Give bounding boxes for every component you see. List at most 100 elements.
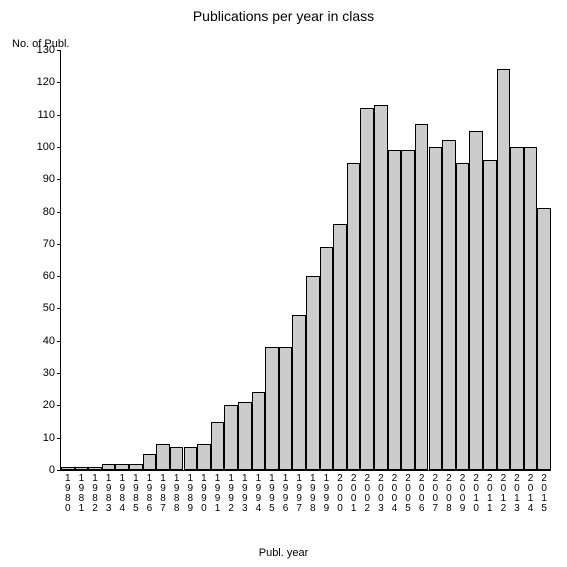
bar	[497, 69, 511, 470]
bar	[292, 315, 306, 470]
y-tick-label: 60	[43, 270, 55, 282]
x-tick-label: 2007	[429, 474, 443, 514]
bar	[197, 444, 211, 470]
bar	[184, 447, 198, 470]
x-tick-label: 1990	[197, 474, 211, 514]
bar	[333, 224, 347, 470]
y-tick-mark	[57, 50, 61, 51]
bar	[401, 150, 415, 470]
x-tick-label: 1988	[170, 474, 184, 514]
bar	[265, 347, 279, 470]
bar	[115, 464, 129, 470]
y-tick-mark	[57, 276, 61, 277]
x-tick-label: 1991	[211, 474, 225, 514]
x-tick-label: 1981	[75, 474, 89, 514]
y-tick-mark	[57, 147, 61, 148]
bar	[75, 467, 89, 470]
x-tick-label: 2014	[524, 474, 538, 514]
x-tick-label: 2004	[388, 474, 402, 514]
bar	[279, 347, 293, 470]
x-tick-label: 2012	[497, 474, 511, 514]
y-tick-label: 10	[43, 432, 55, 444]
bar	[483, 160, 497, 470]
x-tick-label: 1998	[306, 474, 320, 514]
bar	[415, 124, 429, 470]
x-tick-label: 2009	[456, 474, 470, 514]
bar	[143, 454, 157, 470]
bar	[211, 422, 225, 470]
bar	[360, 108, 374, 470]
x-tick-label: 1986	[143, 474, 157, 514]
bar	[469, 131, 483, 470]
x-tick-label: 1987	[156, 474, 170, 514]
x-tick-label: 1982	[88, 474, 102, 514]
y-tick-label: 50	[43, 302, 55, 314]
x-tick-label: 1993	[238, 474, 252, 514]
bar	[61, 467, 75, 470]
bar	[347, 163, 361, 470]
x-tick-label: 1983	[102, 474, 116, 514]
x-tick-label: 1980	[61, 474, 75, 514]
y-tick-label: 80	[43, 206, 55, 218]
bar	[388, 150, 402, 470]
bar	[88, 467, 102, 470]
y-tick-label: 90	[43, 173, 55, 185]
bar	[156, 444, 170, 470]
bar	[537, 208, 551, 470]
x-tick-label: 1995	[265, 474, 279, 514]
y-tick-mark	[57, 244, 61, 245]
y-tick-label: 40	[43, 335, 55, 347]
y-tick-label: 130	[37, 44, 55, 56]
x-tick-label: 2010	[469, 474, 483, 514]
x-tick-label: 2000	[333, 474, 347, 514]
bar	[456, 163, 470, 470]
x-tick-label: 2003	[374, 474, 388, 514]
chart-container: Publications per year in class No. of Pu…	[0, 0, 567, 567]
y-tick-label: 0	[49, 464, 55, 476]
x-tick-label: 2006	[415, 474, 429, 514]
y-tick-mark	[57, 212, 61, 213]
bar	[238, 402, 252, 470]
x-axis-label: Publ. year	[0, 547, 567, 559]
y-tick-label: 120	[37, 76, 55, 88]
bar	[170, 447, 184, 470]
plot-area: 0102030405060708090100110120130198019811…	[60, 50, 551, 471]
bar	[252, 392, 266, 470]
x-tick-label: 2001	[347, 474, 361, 514]
y-tick-label: 20	[43, 399, 55, 411]
x-tick-label: 1984	[115, 474, 129, 514]
bar	[524, 147, 538, 470]
bar	[510, 147, 524, 470]
x-tick-label: 2015	[537, 474, 551, 514]
x-tick-label: 2013	[510, 474, 524, 514]
bar	[374, 105, 388, 470]
bar	[224, 405, 238, 470]
y-tick-mark	[57, 82, 61, 83]
y-tick-mark	[57, 341, 61, 342]
bar	[442, 140, 456, 470]
x-tick-label: 2011	[483, 474, 497, 514]
x-tick-label: 1985	[129, 474, 143, 514]
chart-title: Publications per year in class	[0, 8, 567, 24]
x-tick-label: 1996	[279, 474, 293, 514]
x-tick-label: 1989	[184, 474, 198, 514]
x-tick-label: 1999	[320, 474, 334, 514]
bar	[429, 147, 443, 470]
bar	[102, 464, 116, 470]
x-tick-label: 2002	[360, 474, 374, 514]
x-tick-label: 1994	[252, 474, 266, 514]
x-tick-label: 2005	[401, 474, 415, 514]
y-tick-label: 110	[37, 109, 55, 121]
x-tick-label: 1997	[292, 474, 306, 514]
y-tick-label: 30	[43, 367, 55, 379]
bar	[306, 276, 320, 470]
x-tick-label: 1992	[224, 474, 238, 514]
y-tick-mark	[57, 470, 61, 471]
y-tick-mark	[57, 179, 61, 180]
y-tick-mark	[57, 438, 61, 439]
bars-group	[61, 50, 551, 470]
bar	[129, 464, 143, 470]
y-tick-mark	[57, 373, 61, 374]
y-tick-label: 100	[37, 141, 55, 153]
y-tick-mark	[57, 115, 61, 116]
